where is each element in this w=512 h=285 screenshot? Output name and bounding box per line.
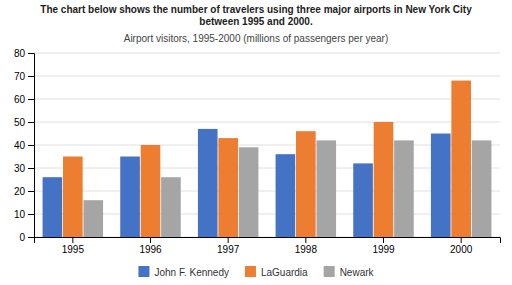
x-tick-label: 1998 bbox=[295, 244, 318, 255]
x-tick-label: 1995 bbox=[62, 244, 85, 255]
y-tick-label: 10 bbox=[14, 209, 26, 220]
grid-line bbox=[34, 76, 500, 77]
legend-swatch bbox=[245, 266, 256, 277]
y-tick: 80 bbox=[14, 48, 34, 59]
bar bbox=[472, 140, 492, 237]
bar bbox=[161, 177, 181, 237]
bar-series bbox=[63, 81, 471, 237]
y-tick-mark bbox=[28, 99, 34, 100]
y-tick: 70 bbox=[14, 71, 34, 82]
chart: The chart below shows the number of trav… bbox=[0, 0, 512, 285]
legend-swatch bbox=[138, 266, 149, 277]
x-tick-label: 2000 bbox=[450, 244, 473, 255]
bar bbox=[63, 157, 83, 238]
legend-item: LaGuardia bbox=[245, 266, 308, 278]
y-tick: 30 bbox=[14, 163, 34, 174]
bar bbox=[353, 163, 373, 237]
grid-line bbox=[34, 99, 500, 100]
bar bbox=[120, 157, 140, 238]
y-tick-mark bbox=[28, 53, 34, 54]
grid-line bbox=[34, 214, 500, 215]
legend-swatch bbox=[324, 266, 335, 277]
y-tick-label: 40 bbox=[14, 140, 26, 151]
bar bbox=[43, 177, 63, 237]
y-axis-line bbox=[28, 54, 35, 238]
y-tick-label: 70 bbox=[14, 71, 26, 82]
legend-item: Newark bbox=[324, 266, 375, 278]
y-tick-label: 50 bbox=[14, 117, 26, 128]
y-tick: 60 bbox=[14, 94, 34, 105]
x-tick: 2000 bbox=[450, 237, 473, 255]
x-tick: 1996 bbox=[139, 237, 162, 255]
y-tick: 20 bbox=[14, 186, 34, 197]
x-tick: 1995 bbox=[62, 237, 85, 255]
bar bbox=[296, 131, 316, 237]
legend-label: LaGuardia bbox=[261, 267, 308, 278]
bar bbox=[83, 200, 103, 237]
y-tick-mark bbox=[28, 168, 34, 169]
grid bbox=[34, 53, 500, 237]
bar-series bbox=[83, 140, 491, 237]
bar bbox=[451, 81, 471, 237]
y-tick: 0 bbox=[19, 232, 34, 243]
bar bbox=[276, 154, 296, 237]
y-tick-label: 20 bbox=[14, 186, 26, 197]
x-tick-mark bbox=[228, 237, 229, 243]
legend-label: John F. Kennedy bbox=[154, 267, 229, 278]
y-tick-label: 60 bbox=[14, 94, 26, 105]
legend: John F. Kennedy LaGuardia Newark bbox=[138, 266, 374, 278]
bars bbox=[43, 81, 492, 237]
y-tick-label: 0 bbox=[19, 232, 25, 243]
grid-line bbox=[34, 191, 500, 192]
x-tick: 1997 bbox=[217, 237, 240, 255]
plot: 0 10 20 30 40 50 60 70 80 1995 1996 1997 1998 1999 200… bbox=[14, 48, 501, 255]
bar bbox=[141, 145, 161, 237]
y-tick-label: 80 bbox=[14, 48, 26, 59]
x-tick: 1999 bbox=[372, 237, 395, 255]
x-tick-mark bbox=[383, 237, 384, 243]
x-tick: 1998 bbox=[295, 237, 318, 255]
bar bbox=[198, 129, 218, 237]
y-tick-label: 30 bbox=[14, 163, 26, 174]
grid-line bbox=[34, 145, 500, 146]
x-axis-line bbox=[35, 238, 501, 244]
legend-item: John F. Kennedy bbox=[138, 266, 229, 278]
y-tick-mark bbox=[28, 191, 34, 192]
x-tick-label: 1996 bbox=[139, 244, 162, 255]
y-tick: 10 bbox=[14, 209, 34, 220]
bar bbox=[316, 140, 336, 237]
x-tick-mark bbox=[72, 237, 73, 243]
x-tick-mark bbox=[461, 237, 462, 243]
x-axis: 1995 1996 1997 1998 1999 2000 bbox=[35, 237, 501, 255]
y-axis: 0 10 20 30 40 50 60 70 80 bbox=[14, 48, 35, 243]
grid-line bbox=[34, 168, 500, 169]
bar bbox=[431, 134, 451, 238]
y-tick-mark bbox=[28, 237, 34, 238]
subtitle: Airport visitors, 1995-2000 (millions of… bbox=[124, 33, 389, 44]
title: The chart below shows the number of trav… bbox=[40, 4, 472, 15]
bar bbox=[218, 138, 238, 237]
grid-line bbox=[34, 53, 500, 54]
y-tick: 40 bbox=[14, 140, 34, 151]
y-tick: 50 bbox=[14, 117, 34, 128]
bar bbox=[239, 147, 259, 237]
x-tick-mark bbox=[150, 237, 151, 243]
title: between 1995 and 2000. bbox=[199, 16, 313, 27]
y-tick-mark bbox=[28, 122, 34, 123]
x-tick-label: 1997 bbox=[217, 244, 240, 255]
bar bbox=[394, 140, 414, 237]
x-tick-label: 1999 bbox=[372, 244, 395, 255]
bar bbox=[374, 122, 394, 237]
legend-label: Newark bbox=[340, 267, 375, 278]
y-tick-mark bbox=[28, 76, 34, 77]
grid-line bbox=[34, 122, 500, 123]
y-tick-mark bbox=[28, 214, 34, 215]
x-tick-mark bbox=[305, 237, 306, 243]
y-tick-mark bbox=[28, 145, 34, 146]
